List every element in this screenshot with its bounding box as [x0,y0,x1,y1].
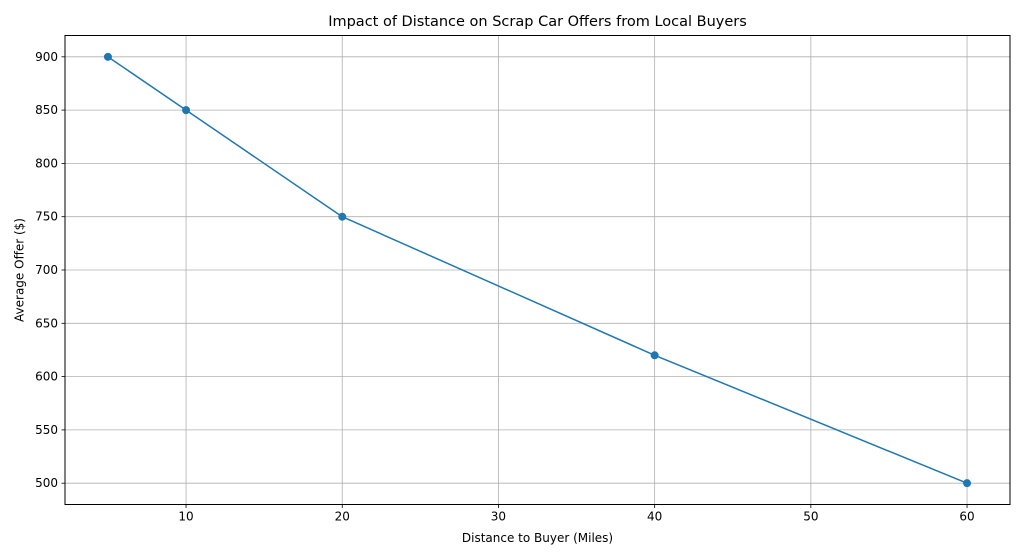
x-tick-label: 40 [647,510,662,524]
data-point [103,52,112,61]
plot-frame [64,35,1011,505]
y-tick-label: 750 [35,210,58,224]
data-point [338,212,347,221]
x-tick-label: 60 [959,510,974,524]
y-tick-label: 550 [35,423,58,437]
data-point [182,106,191,115]
data-point [963,479,972,488]
y-tick-label: 600 [35,370,58,384]
y-tick-label: 850 [35,103,58,117]
grid [65,35,1010,505]
x-tick-label: 20 [335,510,350,524]
x-tick-label: 50 [803,510,818,524]
y-tick-label: 650 [35,316,58,330]
x-axis-label: Distance to Buyer (Miles) [462,531,613,545]
data-point [650,351,659,360]
y-tick-label: 700 [35,263,58,277]
series [103,52,972,488]
y-tick-label: 800 [35,156,58,170]
x-tick-label: 30 [491,510,506,524]
y-tick-label: 500 [35,476,58,490]
y-axis-label: Average Offer ($) [13,218,27,322]
y-tick-label: 900 [35,50,58,64]
x-tick-label: 10 [178,510,193,524]
chart-title: Impact of Distance on Scrap Car Offers f… [328,14,747,30]
ticks: 10 20 30 40 50 60 500 550 600 650 700 750 800 850 900 [35,50,975,524]
